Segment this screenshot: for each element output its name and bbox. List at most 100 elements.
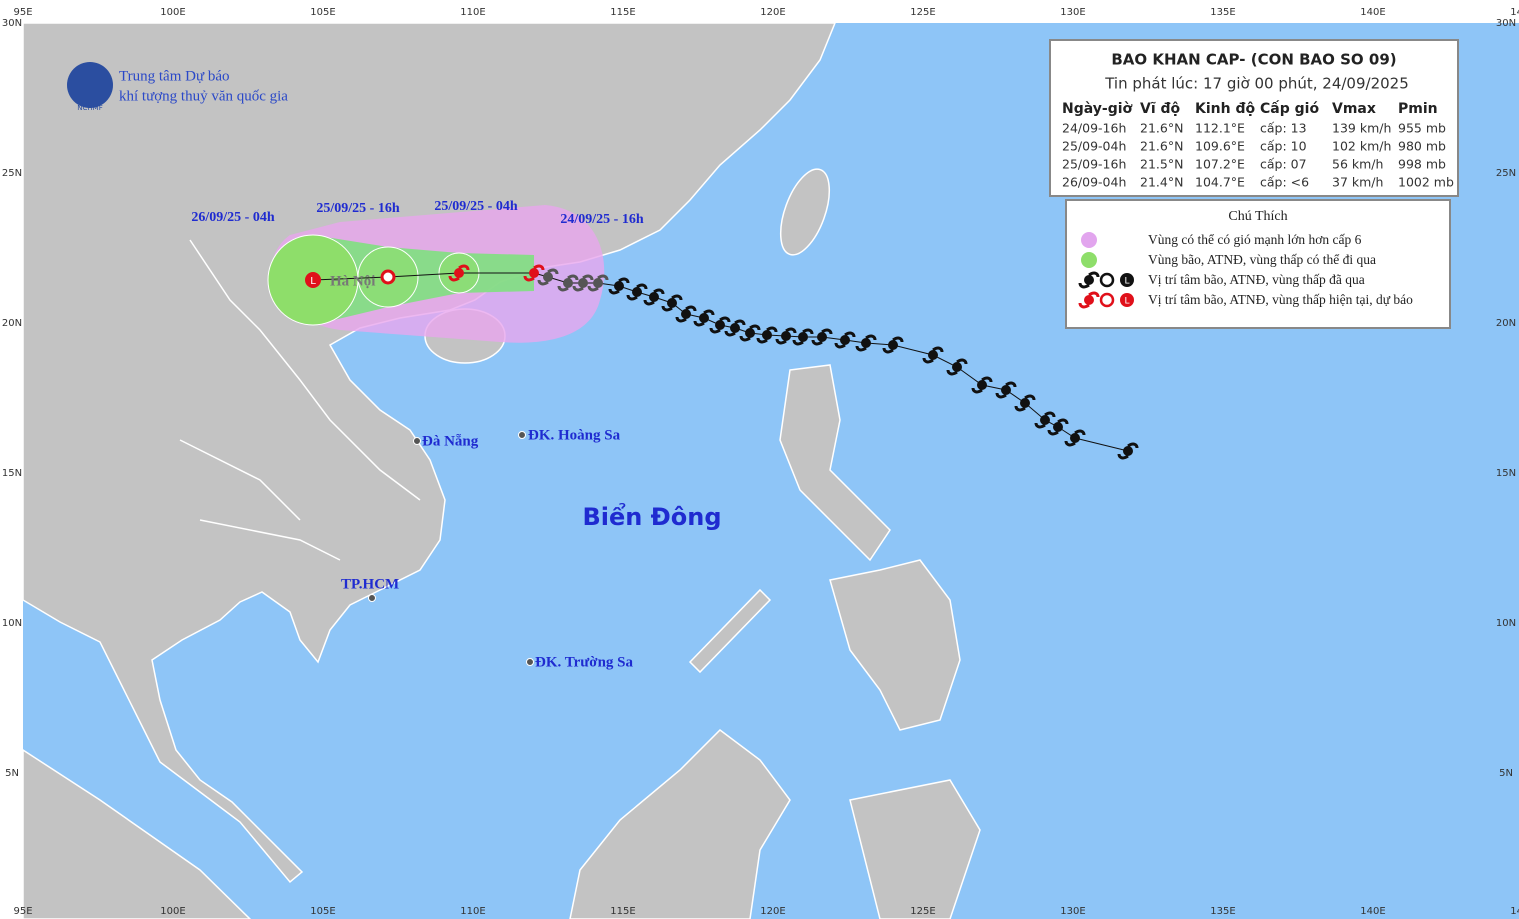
table-cell: 104.7°E — [1195, 175, 1245, 190]
table-header: Ngày-giờ — [1062, 101, 1133, 117]
legend-item: Vùng bão, ATNĐ, vùng thấp có thể đi qua — [1148, 252, 1376, 267]
place-dot — [413, 437, 421, 445]
lon-label: 105E — [310, 7, 335, 18]
lat-label: 10N — [1496, 618, 1516, 629]
forecast-track-line — [312, 272, 534, 281]
sea-label: Biển Đông — [582, 501, 721, 531]
table-cell: cấp: 10 — [1260, 139, 1307, 154]
lon-label: 120E — [760, 906, 785, 917]
bulletin-issued: Tin phát lúc: 17 giờ 00 phút, 24/09/2025 — [1104, 75, 1409, 93]
place-dot — [526, 658, 534, 666]
lon-label: 140E — [1360, 7, 1385, 18]
table-header: Vĩ độ — [1140, 101, 1181, 117]
place-dot — [518, 431, 526, 439]
lon-label: 130E — [1060, 906, 1085, 917]
table-cell: 56 km/h — [1332, 157, 1383, 172]
lat-label: 15N — [1496, 468, 1516, 479]
lon-label: 110E — [460, 906, 485, 917]
lon-label: 135E — [1210, 7, 1235, 18]
time-label: 25/09/25 - 16h — [316, 201, 399, 216]
legend-item: Vùng có thể có gió mạnh lớn hơn cấp 6 — [1148, 232, 1362, 247]
table-cell: cấp: 13 — [1260, 121, 1307, 136]
lon-label: 120E — [760, 7, 785, 18]
table-cell: 24/09-16h — [1062, 121, 1126, 136]
place-label: TP.HCM — [341, 576, 399, 592]
lat-label: 15N — [2, 468, 22, 479]
place-label: ĐK. Hoàng Sa — [528, 427, 621, 443]
table-header: Pmin — [1398, 101, 1438, 117]
table-cell: 21.6°N — [1140, 139, 1183, 154]
table-cell: cấp: <6 — [1260, 175, 1309, 190]
table-cell: 25/09-04h — [1062, 139, 1126, 154]
table-cell: 139 km/h — [1332, 121, 1391, 136]
lon-label: 145E — [1510, 7, 1519, 18]
lat-label: 10N — [2, 618, 22, 629]
lon-label: 145E — [1510, 906, 1519, 917]
lat-label: 30N — [1496, 18, 1516, 29]
place-dot — [368, 594, 376, 602]
lon-label: 95E — [13, 906, 32, 917]
lat-label: 5N — [1499, 768, 1513, 779]
lon-label: 100E — [160, 7, 185, 18]
table-cell: 998 mb — [1398, 157, 1446, 172]
lon-label: 95E — [13, 7, 32, 18]
place-label: ĐK. Trường Sa — [535, 654, 634, 670]
table-cell: 980 mb — [1398, 139, 1446, 154]
time-label: 24/09/25 - 16h — [560, 212, 643, 227]
land — [22, 22, 981, 919]
lon-label: 130E — [1060, 7, 1085, 18]
table-header: Kinh độ — [1195, 101, 1255, 117]
table-cell: 102 km/h — [1332, 139, 1391, 154]
table-cell: 107.2°E — [1195, 157, 1245, 172]
lon-label: 125E — [910, 7, 935, 18]
table-cell: 21.4°N — [1140, 175, 1183, 190]
forecast-position — [380, 269, 396, 285]
lon-label: 100E — [160, 906, 185, 917]
table-header: Cấp gió — [1260, 100, 1319, 117]
table-cell: 21.6°N — [1140, 121, 1183, 136]
lon-label: 115E — [610, 7, 635, 18]
legend-item: Vị trí tâm bão, ATNĐ, vùng thấp đã qua — [1148, 272, 1365, 287]
table-cell: 1002 mb — [1398, 175, 1454, 190]
lat-label: 25N — [2, 168, 22, 179]
table-cell: cấp: 07 — [1260, 157, 1307, 172]
table-cell: 26/09-04h — [1062, 175, 1126, 190]
legend-title: Chú Thích — [1228, 209, 1287, 224]
lat-label: 30N — [2, 18, 22, 29]
bulletin-title: BAO KHAN CAP- (CON BAO SO 09) — [1111, 51, 1396, 69]
time-label: 25/09/25 - 04h — [434, 199, 517, 214]
org-name: khí tượng thuỷ văn quốc gia — [119, 88, 288, 104]
place-label: Đà Nẵng — [422, 433, 479, 449]
bulletin-box: BAO KHAN CAP- (CON BAO SO 09) Tin phát l… — [1049, 39, 1459, 197]
low-mark: L — [310, 276, 316, 287]
lon-label: 110E — [460, 7, 485, 18]
place-label: Hà Nội — [330, 273, 375, 289]
table-cell: 109.6°E — [1195, 139, 1245, 154]
logo-text: NCHMF — [77, 104, 102, 112]
table-cell: 37 km/h — [1332, 175, 1383, 190]
legend-box: Chú Thích L L — [1065, 199, 1451, 329]
lon-label: 135E — [1210, 906, 1235, 917]
time-label: 26/09/25 - 04h — [191, 210, 274, 225]
svg-text:L: L — [1124, 277, 1129, 287]
lon-label: 125E — [910, 906, 935, 917]
table-cell: 955 mb — [1398, 121, 1446, 136]
lat-label: 20N — [2, 318, 22, 329]
svg-text:L: L — [1124, 297, 1129, 307]
lon-label: 115E — [610, 906, 635, 917]
lat-label: 5N — [5, 768, 19, 779]
table-cell: 21.5°N — [1140, 157, 1183, 172]
forecast-position — [305, 272, 321, 288]
legend-item: Vị trí tâm bão, ATNĐ, vùng thấp hiện tại… — [1148, 292, 1413, 307]
lon-label: 140E — [1360, 906, 1385, 917]
table-cell: 112.1°E — [1195, 121, 1245, 136]
table-cell: 25/09-16h — [1062, 157, 1126, 172]
header: NCHMF Trung tâm Dự báo khí tượng thuỷ vă… — [67, 62, 288, 112]
lat-label: 25N — [1496, 168, 1516, 179]
lon-label: 105E — [310, 906, 335, 917]
lat-label: 20N — [1496, 318, 1516, 329]
org-name: Trung tâm Dự báo — [119, 68, 230, 84]
table-header: Vmax — [1332, 101, 1376, 117]
storm-track: L — [305, 264, 1139, 460]
